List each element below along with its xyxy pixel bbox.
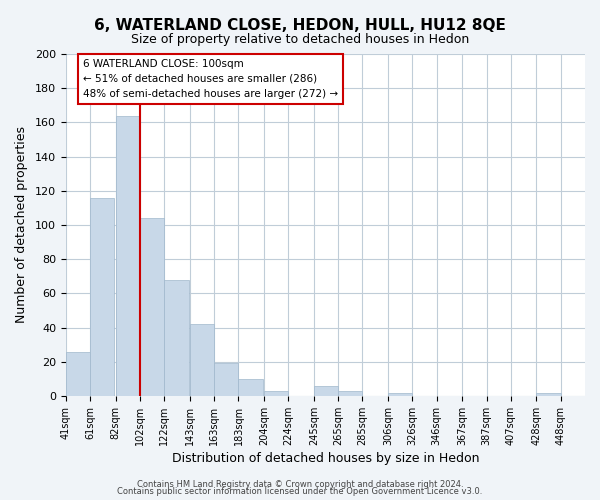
Y-axis label: Number of detached properties: Number of detached properties <box>15 126 28 324</box>
Bar <box>90 198 115 396</box>
Text: Contains public sector information licensed under the Open Government Licence v3: Contains public sector information licen… <box>118 487 482 496</box>
Bar <box>536 392 560 396</box>
Bar <box>314 386 338 396</box>
Text: 6, WATERLAND CLOSE, HEDON, HULL, HU12 8QE: 6, WATERLAND CLOSE, HEDON, HULL, HU12 8Q… <box>94 18 506 32</box>
Text: Contains HM Land Registry data © Crown copyright and database right 2024.: Contains HM Land Registry data © Crown c… <box>137 480 463 489</box>
Bar <box>214 364 238 396</box>
Text: Size of property relative to detached houses in Hedon: Size of property relative to detached ho… <box>131 32 469 46</box>
Bar <box>140 218 164 396</box>
Bar <box>66 352 90 396</box>
X-axis label: Distribution of detached houses by size in Hedon: Distribution of detached houses by size … <box>172 452 479 465</box>
Bar <box>264 391 289 396</box>
Bar <box>238 379 263 396</box>
Text: 6 WATERLAND CLOSE: 100sqm
← 51% of detached houses are smaller (286)
48% of semi: 6 WATERLAND CLOSE: 100sqm ← 51% of detac… <box>83 59 338 98</box>
Bar <box>164 280 188 396</box>
Bar <box>116 116 140 396</box>
Bar <box>388 392 412 396</box>
Bar <box>338 391 362 396</box>
Bar <box>190 324 214 396</box>
